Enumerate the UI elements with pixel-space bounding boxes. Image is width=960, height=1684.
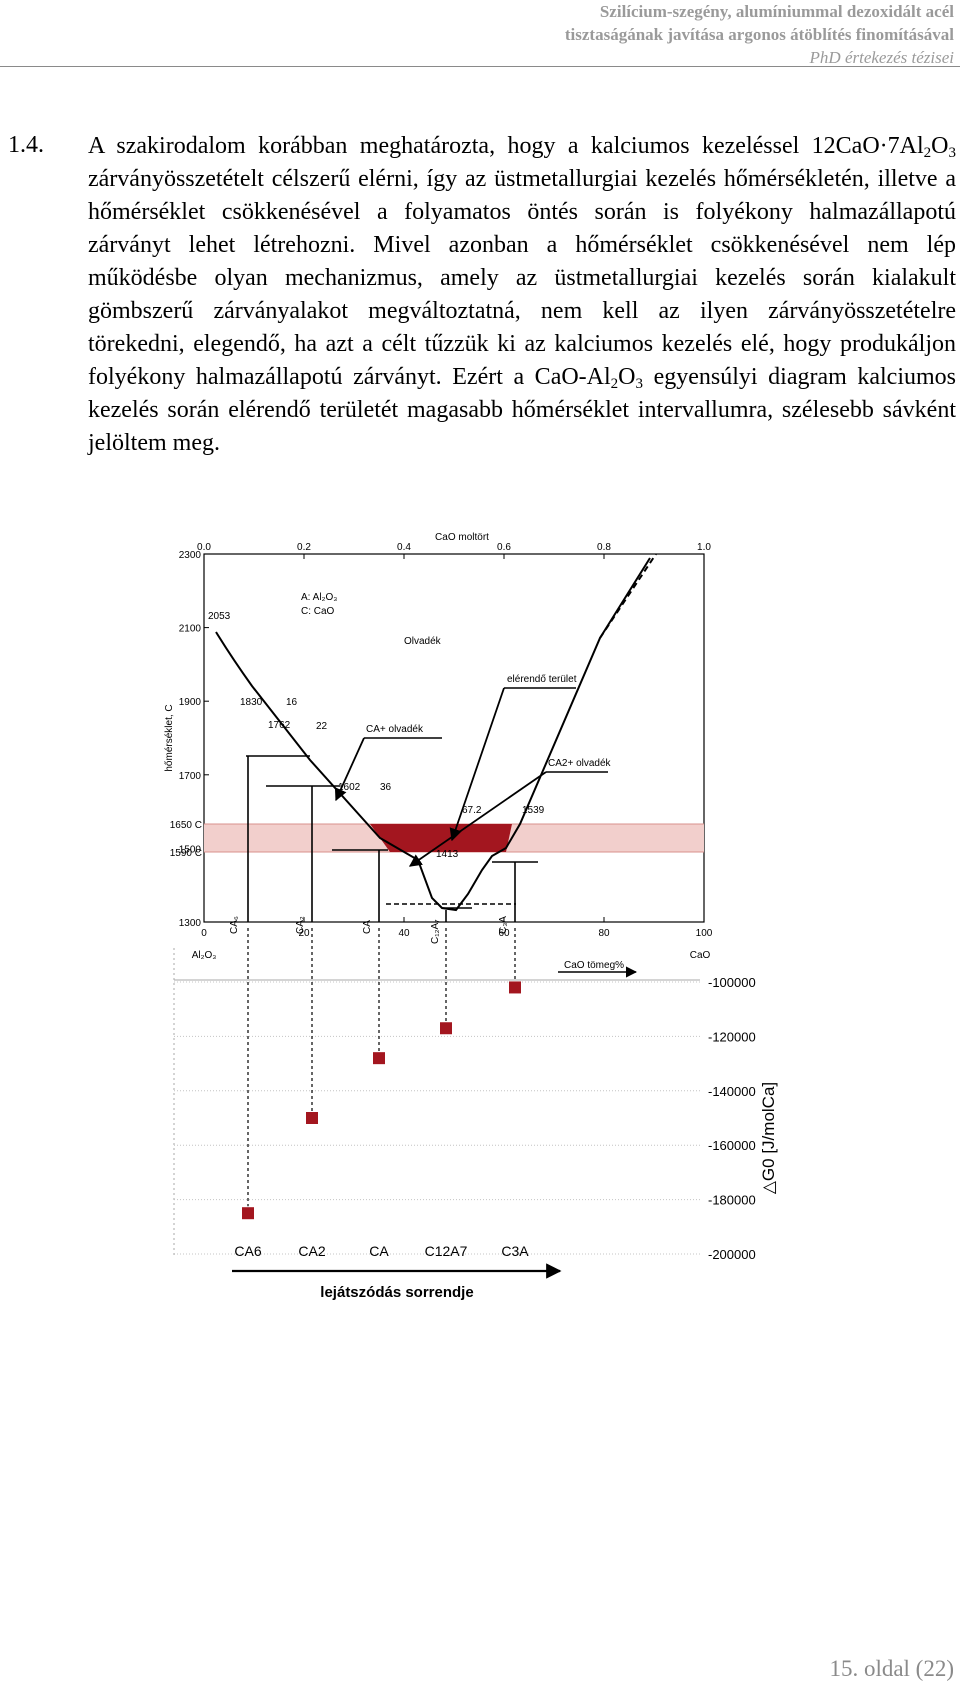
gibbs-x-label: C3A (501, 1243, 529, 1259)
al2o3-axis-label: Al₂O₃ (192, 950, 217, 961)
header-title-line-2: tisztaságának javítása argonos átöblítés… (564, 25, 954, 44)
point-label-22: 22 (316, 721, 328, 732)
ca-melt-arrow (334, 737, 365, 802)
ca-melt-label: CA+ olvadék (366, 724, 424, 735)
gibbs-y-ticks: -100000 -120000 -140000 -160000 -180000 -2000… (708, 975, 756, 1262)
gibbs-x-axis-label: lejátszódás sorrendje (320, 1284, 473, 1301)
bottom-tick-label: 100 (696, 928, 713, 939)
point-label-1539: 1539 (522, 805, 545, 816)
point-label-16: 16 (286, 697, 298, 708)
gibbs-y-tick-label: -200000 (708, 1247, 756, 1262)
legend-a: A: Al₂O₃ (301, 592, 337, 603)
gibbs-x-label: CA6 (234, 1243, 261, 1259)
left-tick-label: 1300 (179, 918, 202, 929)
paragraph-text: A szakirodalom korábban meghatározta, ho… (88, 133, 924, 159)
top-tick-label: 0.6 (497, 542, 511, 553)
gibbs-y-tick-label: -120000 (708, 1029, 756, 1044)
top-axis-title: CaO moltört (435, 532, 489, 543)
target-area-label: elérendő terület (507, 674, 577, 685)
point-label-1830: 1830 (240, 697, 263, 708)
bottom-axis-ticks: 0 20 40 60 80 100 (201, 917, 713, 939)
ca2-melt-label: CA2+ olvadék (548, 758, 612, 769)
gibbs-guides (247, 928, 516, 1207)
gibbs-gridlines (174, 981, 700, 1255)
gibbs-x-label: C12A7 (425, 1243, 468, 1259)
band-tick-upper: 1650 C (170, 820, 202, 831)
subscript: 2 (923, 145, 932, 161)
gibbs-point (509, 981, 521, 994)
phase-label-ca2: CA₂ (295, 916, 306, 934)
gibbs-y-tick-label: -140000 (708, 1084, 756, 1099)
top-axis-ticks: 0.0 0.2 0.4 0.6 0.8 1.0 (197, 542, 711, 559)
melt-label: Olvadék (404, 636, 442, 647)
section-number: 1.4. (8, 132, 44, 158)
band-tick-lower: 1590 C (170, 848, 202, 859)
top-tick-label: 0.2 (297, 542, 311, 553)
gibbs-y-axis-label: △G0 [J/molCa] (759, 1082, 778, 1194)
paragraph-text: O (618, 364, 636, 390)
paragraph-text: zárványösszetételt célszerű elérni, így … (88, 166, 956, 390)
left-tick-label: 2300 (179, 550, 202, 561)
gibbs-x-labels: CA6 CA2 CA C12A7 C3A (234, 1243, 529, 1259)
point-label-2053: 2053 (208, 611, 231, 622)
left-tick-label: 1500 (179, 844, 202, 855)
bottom-tick-label: 80 (598, 928, 610, 939)
gibbs-points (242, 981, 521, 1220)
gibbs-point (373, 1052, 385, 1065)
top-tick-label: 1.0 (697, 542, 711, 553)
running-header: Szilícium-szegény, alumíniummal dezoxidá… (565, 0, 954, 69)
point-label-36: 36 (380, 782, 392, 793)
phase-label-c12a7: C₁₂A₇ (430, 919, 441, 944)
cao-axis-label: CaO (690, 950, 711, 961)
gibbs-point (440, 1022, 452, 1035)
page-number: 15. oldal (22) (829, 1656, 954, 1681)
point-label-1413: 1413 (436, 849, 459, 860)
plot-frame (203, 553, 705, 923)
header-divider (0, 66, 960, 67)
top-tick-label: 0.0 (197, 542, 211, 553)
phase-label-c3a: C₃A (498, 916, 509, 934)
gibbs-energy-chart: -100000 -120000 -140000 -160000 -180000 -2000… (173, 928, 778, 1301)
bottom-tick-label: 40 (398, 928, 410, 939)
figure-svg: CaO moltört 0.0 0.2 0.4 0.6 0.8 1.0 2300 2100 1… (164, 532, 778, 1301)
left-tick-label: 1700 (179, 771, 202, 782)
gibbs-y-tick-label: -160000 (708, 1138, 756, 1153)
body-paragraph: A szakirodalom korábban meghatározta, ho… (88, 130, 956, 460)
gibbs-x-label: CA (369, 1243, 389, 1259)
top-tick-label: 0.8 (597, 542, 611, 553)
bottom-tick-label: 0 (201, 928, 207, 939)
gibbs-y-tick-label: -100000 (708, 975, 756, 990)
header-title-line-1: Szilícium-szegény, alumíniummal dezoxidá… (599, 2, 954, 21)
figure: CaO moltört 0.0 0.2 0.4 0.6 0.8 1.0 2300 2100 1… (160, 498, 862, 1383)
phase-label-ca: CA (362, 920, 373, 934)
gibbs-point (242, 1207, 254, 1220)
point-label-1602: 1602 (338, 782, 361, 793)
paragraph-text: egyensúlyi diagram kalciumos kezelés sor… (88, 364, 956, 456)
liquidus-dashed-extension (599, 553, 657, 639)
phase-label-ca6: CA₆ (229, 916, 240, 934)
gibbs-x-label: CA2 (298, 1243, 325, 1259)
liquidus-curve (215, 557, 651, 912)
point-label-67-2: 67.2 (462, 805, 482, 816)
gibbs-y-tick-label: -180000 (708, 1193, 756, 1208)
bottom-tick-label: 20 (298, 928, 310, 939)
legend-c: C: CaO (301, 606, 335, 617)
left-tick-label: 1900 (179, 697, 202, 708)
phase-diagram: CaO moltört 0.0 0.2 0.4 0.6 0.8 1.0 2300 2100 1… (164, 532, 713, 978)
bottom-tick-label: 60 (498, 928, 510, 939)
point-label-1762: 1762 (268, 720, 291, 731)
left-tick-label: 2100 (179, 624, 202, 635)
target-area (370, 824, 512, 852)
subscript: 3 (635, 376, 644, 392)
y-axis-label: hőmérséklet, C (164, 704, 175, 771)
target-arrow (449, 687, 505, 842)
top-tick-label: 0.4 (397, 542, 411, 553)
ca2-melt-arrow (408, 771, 547, 867)
gibbs-point (306, 1112, 318, 1124)
subscript: 3 (948, 145, 957, 161)
paragraph-text: O (931, 133, 949, 159)
bottom-axis-title: CaO tömeg% (564, 960, 624, 971)
header-subtitle: PhD értekezés tézisei (809, 48, 954, 67)
subscript: 2 (610, 376, 619, 392)
